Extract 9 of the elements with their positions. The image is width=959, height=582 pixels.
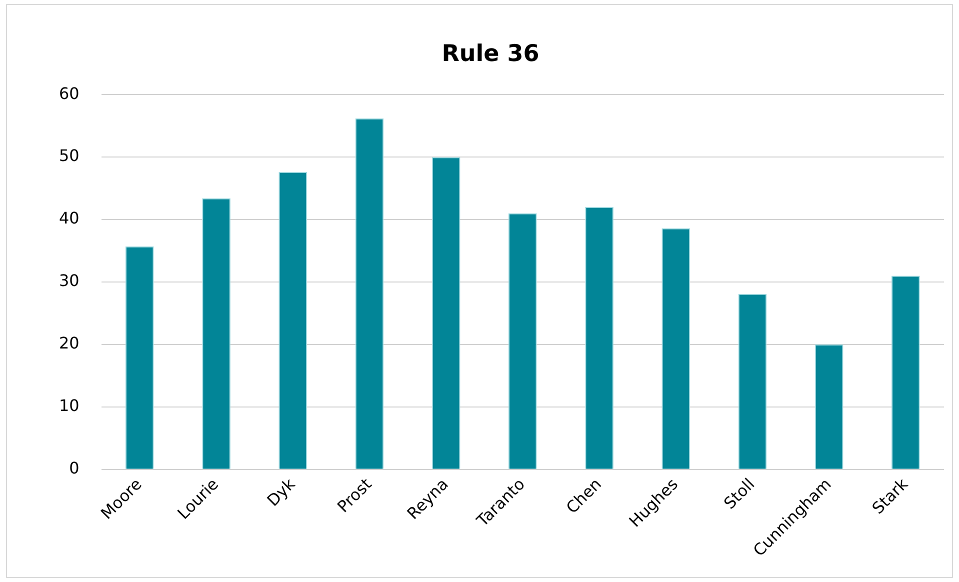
y-tick-label: 30	[59, 271, 80, 290]
y-tick-label: 0	[69, 458, 80, 478]
y-tick-label: 40	[59, 208, 80, 228]
chart-title: Rule 36	[442, 40, 540, 67]
y-tick-label: 10	[59, 396, 80, 416]
y-tick-label: 60	[59, 84, 80, 103]
x-tick-label: Dyk	[263, 474, 300, 510]
y-tick-label: 20	[59, 334, 80, 353]
y-tick-label: 50	[59, 146, 80, 166]
